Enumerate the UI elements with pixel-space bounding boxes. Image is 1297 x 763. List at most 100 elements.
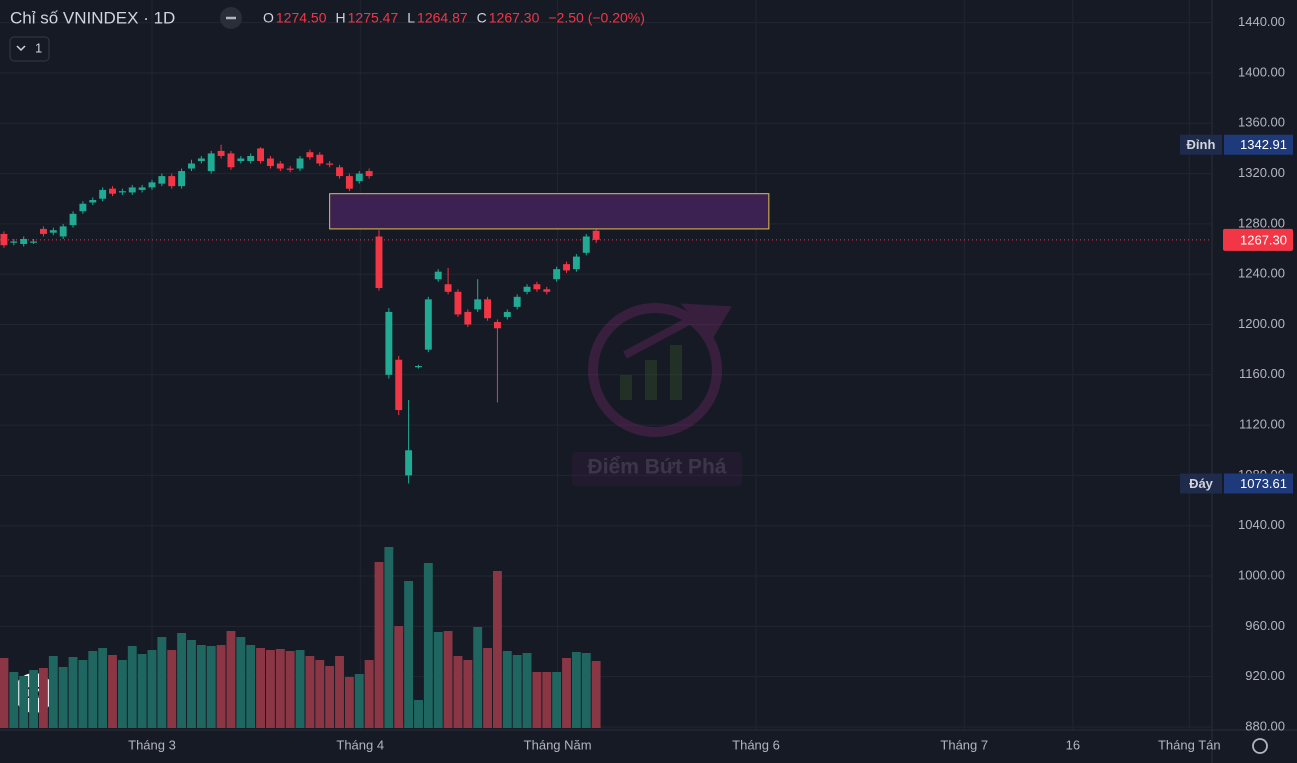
price-tag bbox=[1223, 228, 1293, 251]
candle-body bbox=[444, 284, 452, 292]
volume-bar bbox=[246, 645, 256, 728]
candle-body bbox=[266, 158, 274, 167]
volume-bar bbox=[552, 672, 562, 728]
volume-bar bbox=[68, 657, 78, 728]
watermark-logo bbox=[645, 360, 657, 400]
candle-body bbox=[493, 321, 501, 329]
volume-bar bbox=[453, 656, 463, 728]
chart-title: Chỉ số VNINDEX · 1D bbox=[10, 8, 175, 27]
candle-body bbox=[424, 299, 432, 350]
volume-bar bbox=[591, 661, 601, 728]
volume-bar bbox=[571, 652, 581, 728]
change: −2.50 (−0.20%) bbox=[548, 10, 645, 26]
volume-bar bbox=[216, 645, 226, 728]
y-tick-label: 1400.00 bbox=[1238, 64, 1285, 79]
volume-bar bbox=[532, 672, 542, 728]
candle-body bbox=[434, 271, 442, 280]
volume-bar bbox=[364, 660, 374, 728]
candle-body bbox=[543, 289, 551, 292]
candle-body bbox=[592, 230, 600, 240]
candle-body bbox=[0, 233, 8, 246]
settings-icon[interactable] bbox=[1252, 738, 1268, 754]
volume-bar bbox=[38, 668, 48, 728]
ohlc-value: 1275.47 bbox=[348, 10, 399, 26]
y-tick-label: 880.00 bbox=[1245, 718, 1285, 733]
watermark-logo bbox=[670, 345, 682, 400]
volume-bar bbox=[443, 631, 453, 728]
volume-bar bbox=[9, 672, 19, 728]
candle-body bbox=[20, 238, 28, 245]
candle-body bbox=[474, 299, 482, 310]
x-tick-label: 16 bbox=[1066, 737, 1080, 752]
volume-bar bbox=[88, 651, 98, 728]
candle-body bbox=[533, 284, 541, 290]
candle-body bbox=[89, 199, 97, 203]
candle-body bbox=[355, 173, 363, 182]
candle-body bbox=[405, 450, 413, 476]
candle-body bbox=[523, 286, 531, 292]
candle-body bbox=[257, 148, 265, 161]
candle-body bbox=[138, 187, 146, 190]
candle-body bbox=[345, 176, 353, 189]
candle-body bbox=[109, 188, 116, 194]
volume-bar bbox=[206, 646, 216, 728]
candle-body bbox=[296, 158, 304, 169]
x-tick-label: Tháng 6 bbox=[732, 737, 780, 752]
volume-bar bbox=[542, 672, 552, 728]
ohlc-value: 1274.50 bbox=[276, 10, 327, 26]
y-tick-label: 1200.00 bbox=[1238, 316, 1285, 331]
candle-body bbox=[326, 163, 334, 165]
volume-bar bbox=[256, 648, 266, 728]
volume-bar bbox=[48, 656, 58, 728]
volume-bar bbox=[404, 581, 414, 728]
interval-box[interactable] bbox=[9, 36, 50, 62]
candle-body bbox=[207, 153, 215, 172]
ohlc-key: L bbox=[407, 10, 415, 26]
volume-bar bbox=[374, 562, 384, 728]
candle-body bbox=[464, 311, 472, 325]
watermark-logo bbox=[588, 303, 722, 437]
volume-bar bbox=[335, 656, 344, 728]
y-tick-label: 1160.00 bbox=[1239, 366, 1285, 381]
volume-bar bbox=[177, 633, 187, 728]
candle-body bbox=[178, 171, 186, 187]
volume-bar bbox=[117, 660, 127, 728]
volume-bar bbox=[236, 637, 246, 728]
candle-body bbox=[247, 155, 255, 161]
x-tick-label: Tháng Tán bbox=[1158, 737, 1221, 752]
marker-value: 1073.61 bbox=[1240, 476, 1287, 491]
y-tick-label: 920.00 bbox=[1245, 668, 1285, 683]
candle-body bbox=[188, 163, 195, 169]
volume-bar bbox=[325, 666, 335, 728]
candle-body bbox=[39, 228, 47, 234]
candle-body bbox=[286, 168, 294, 170]
candle-body bbox=[99, 189, 107, 199]
candle-body bbox=[168, 176, 176, 187]
marker-value-box bbox=[1224, 473, 1293, 494]
candle-body bbox=[128, 187, 136, 193]
candle-body bbox=[563, 264, 570, 271]
volume-bar bbox=[394, 626, 404, 728]
y-tick-label: 1120.00 bbox=[1239, 417, 1285, 432]
volume-bar bbox=[78, 660, 88, 728]
chevron bbox=[16, 45, 26, 52]
candle-body bbox=[158, 176, 166, 184]
watermark-text: Điểm Bứt Phá bbox=[588, 456, 727, 479]
candle-body bbox=[49, 230, 57, 233]
ohlc-key: O bbox=[263, 10, 274, 26]
marker-name-box bbox=[1180, 473, 1222, 494]
candle-body bbox=[30, 241, 38, 243]
volume-bar bbox=[127, 646, 137, 728]
volume-bar bbox=[414, 700, 423, 728]
volume-bar bbox=[433, 632, 443, 728]
y-tick-label: 1360.00 bbox=[1238, 115, 1285, 130]
volume-bar bbox=[502, 651, 512, 728]
volume-bar bbox=[137, 654, 147, 728]
volume-bar bbox=[98, 648, 108, 728]
volume-bar bbox=[187, 640, 196, 728]
marker-name: Đỉnh bbox=[1187, 137, 1216, 152]
volume-bar bbox=[492, 571, 502, 728]
volume-bar bbox=[581, 653, 591, 728]
